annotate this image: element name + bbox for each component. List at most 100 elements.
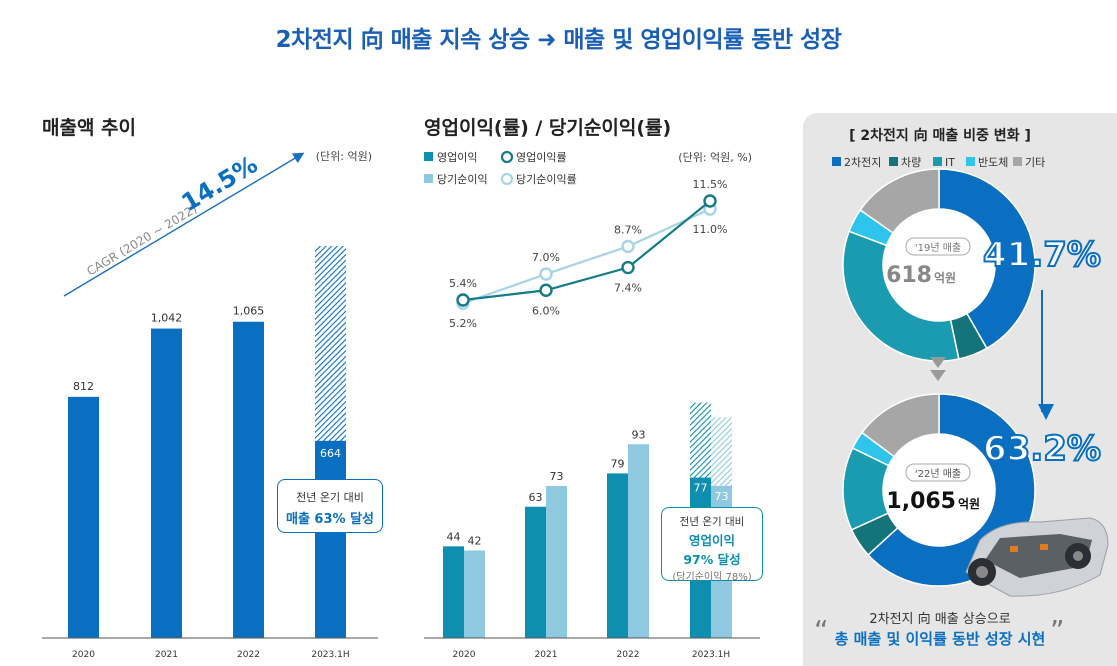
op-rate-label: 7.4% [614,282,642,295]
donut-hole [883,434,995,546]
net-income-bar-2021 [546,485,567,638]
net-rate-label: 5.2% [449,317,477,330]
net-income-label: 42 [468,535,482,548]
net-rate-label: 8.7% [614,223,642,236]
page-title: 2차전지 向 매출 지속 상승 ➜ 매출 및 영업이익률 동반 성장 [275,27,842,53]
legend-swatch-net-rate [500,172,514,186]
op-income-bar-2022 [607,473,628,638]
net-income-label: 73 [715,490,729,503]
revenue-bar-2023.1H [315,440,346,638]
donut1-unit: 억원 [934,271,956,285]
donut-2019 [842,168,1036,362]
profit-callout-line3: 97% 달성 [683,552,741,567]
revenue-callout-line2: 매출 63% 달성 [285,512,374,527]
revenue-callout-line1: 전년 온기 대비 [296,491,364,504]
profit-x-tick: 2023.1H [692,650,730,660]
op-rate-point [703,194,717,208]
revenue-value-label: 1,065 [233,305,265,318]
profit-callout-line4: (당기순이익 78%) [672,572,752,583]
share-legend-swatch [1013,157,1022,166]
donut2-year: '22년 매출 [915,468,961,480]
revenue-value-label: 664 [320,447,341,460]
op-rate-point [456,293,470,307]
net-rate-point [539,267,553,281]
donut2-unit: 억원 [958,497,980,511]
revenue-x-tick: 2020 [72,650,95,660]
op-rate-label: 6.0% [532,304,560,317]
donut1-year: '19년 매출 [915,242,961,254]
share-legend-label: 기타 [1025,156,1045,169]
share-legend-label: 2차전지 [844,156,881,169]
revenue-value-label: 812 [73,380,94,393]
revenue-x-tick: 2021 [155,650,178,660]
share-legend-label: IT [945,156,955,169]
revenue-bar-2021 [151,328,182,638]
revenue-x-tick: 2022 [237,650,260,660]
revenue-bars: 812 2020 1,042 2021 1,065 2022 664 2023.1H [68,246,350,660]
donut1-pct: 41.7% [983,235,1101,275]
legend-swatch-op [424,152,433,161]
net-income-label: 73 [550,470,564,483]
op-income-label: 77 [694,482,708,495]
revenue-x-tick: 2023.1H [311,650,349,660]
donut-hole [883,209,995,321]
profit-callout-line2: 영업이익 [688,533,735,548]
net-rate-label: 11.0% [693,223,728,236]
share-legend-swatch [832,157,841,166]
op-income-label: 79 [611,457,625,470]
op-income-label: 63 [529,491,543,504]
profit-callout-line1: 전년 온기 대비 [679,516,745,528]
revenue-bar-2022 [233,321,264,638]
legend-swatch-op-rate [500,150,514,164]
donut2-value: 1,065 [886,489,956,514]
cagr-value: 14.5% [177,150,263,217]
revenue-section-title: 매출액 추이 [42,117,137,139]
net-rate-point [621,239,635,254]
net-rate-line [462,208,711,305]
down-triangle-1 [930,357,946,368]
op-rate-point [621,260,635,275]
legend-label-op: 영업이익 [437,151,477,164]
legend-swatch-net [424,174,433,183]
op-rate-label: 11.5% [693,178,728,191]
revenue-bar-2020 [68,396,99,638]
donut2-year-pill [905,463,971,482]
revenue-callout: 전년 온기 대비 매출 63% 달성 [277,479,383,533]
net-income-label: 93 [632,428,646,441]
share-legend-label: 차량 [901,156,921,169]
net-rate-label: 7.0% [532,251,560,264]
profit-x-tick: 2022 [617,650,640,660]
quote-close-icon: ” [1050,614,1065,647]
op-income-bar-2020 [443,546,464,638]
profit-x-tick: 2020 [453,650,476,660]
donut1-value: 618 [886,263,932,288]
share-summary-2: 총 매출 및 이익률 동반 성장 시현 [835,630,1046,648]
donut2-pct: 63.2% [983,429,1101,469]
share-summary-1: 2차전지 向 매출 상승으로 [869,611,1010,627]
quote-open-icon: “ [814,614,829,647]
share-legend-swatch [966,157,975,166]
cagr-arrow [63,152,305,297]
op-income-label: 44 [447,530,461,543]
revenue-value-label: 1,042 [151,312,183,325]
op-rate-point [539,283,553,297]
share-legend-swatch [889,157,898,166]
share-legend: 2차전지 차량 IT 반도체 기타 [832,156,1045,169]
profit-legend: 영업이익 영업이익률 당기순이익 당기순이익률 [424,150,577,186]
profit-callout: 전년 온기 대비 영업이익 97% 달성 (당기순이익 78%) [661,507,763,583]
net-income-bar-2020 [464,550,485,638]
profit-section-title: 영업이익(률) / 당기순이익(률) [424,117,672,139]
share-title: [ 2차전지 向 매출 비중 변화 ] [849,127,1031,144]
op-rate-line [462,200,711,302]
ev-chassis-illustration [965,517,1109,597]
cagr-label: CAGR (2020 ~ 2022) [84,202,199,279]
legend-label-net-rate: 당기순이익률 [516,173,577,186]
profit-x-tick: 2021 [535,650,558,660]
legend-label-op-rate: 영업이익률 [516,151,567,164]
donut1-year-pill [905,237,971,256]
net-income-bar-2022 [628,444,649,638]
down-triangle-2 [930,370,946,381]
legend-label-net: 당기순이익 [437,173,488,186]
op-income-bar-2021 [525,506,546,638]
profit-unit-label: (단위: 억원, %) [678,151,752,164]
